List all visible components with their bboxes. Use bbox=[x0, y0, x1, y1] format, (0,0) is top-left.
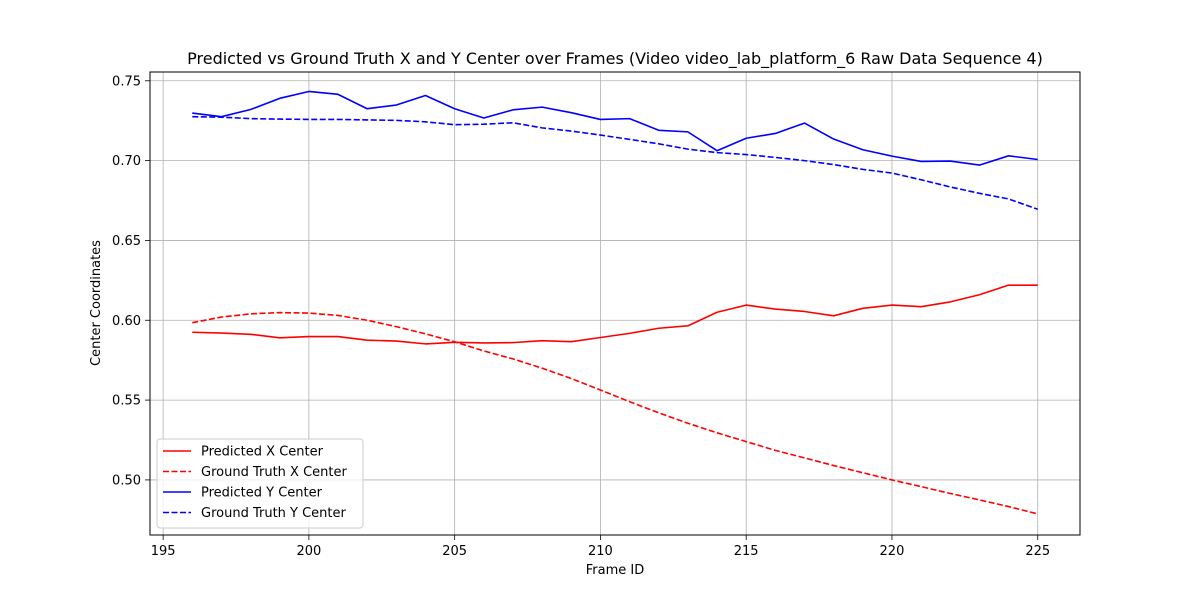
series-layer bbox=[192, 90, 1038, 515]
legend: Predicted X Center Ground Truth X Center P… bbox=[156, 438, 364, 529]
y-tick-label: 0.70 bbox=[112, 154, 141, 169]
series-line-predicted-y-center bbox=[192, 90, 1038, 166]
y-tick-label: 0.65 bbox=[112, 234, 141, 249]
series-line-predicted-x-center bbox=[192, 284, 1038, 345]
legend-entry-ground-truth-y-center: Ground Truth Y Center bbox=[163, 506, 347, 521]
x-tick-label: 195 bbox=[151, 544, 176, 559]
y-tick-label: 0.55 bbox=[112, 394, 141, 409]
series-line-ground-truth-y-center bbox=[192, 115, 1038, 211]
plot-frame bbox=[149, 71, 1081, 536]
legend-label: Predicted Y Center bbox=[201, 486, 323, 501]
y-tick-label: 0.50 bbox=[112, 473, 141, 488]
legend-label: Ground Truth X Center bbox=[201, 465, 347, 480]
x-axis-ticks: 195 200 205 210 215 220 225 bbox=[151, 535, 1050, 559]
x-tick-label: 225 bbox=[1025, 544, 1050, 559]
legend-entry-predicted-y-center: Predicted Y Center bbox=[163, 486, 323, 501]
legend-box bbox=[156, 438, 364, 529]
x-tick-label: 215 bbox=[734, 544, 759, 559]
y-tick-label: 0.75 bbox=[112, 74, 141, 89]
x-tick-label: 210 bbox=[588, 544, 613, 559]
legend-label: Ground Truth Y Center bbox=[201, 506, 347, 521]
y-tick-label: 0.60 bbox=[112, 314, 141, 329]
x-tick-label: 205 bbox=[442, 544, 467, 559]
x-tick-label: 220 bbox=[880, 544, 905, 559]
chart-title: Predicted vs Ground Truth X and Y Center… bbox=[187, 49, 1043, 69]
legend-entry-ground-truth-x-center: Ground Truth X Center bbox=[163, 465, 347, 480]
legend-label: Predicted X Center bbox=[201, 445, 324, 460]
x-tick-label: 200 bbox=[296, 544, 321, 559]
series-line-ground-truth-x-center bbox=[192, 311, 1038, 515]
legend-entry-predicted-x-center: Predicted X Center bbox=[163, 445, 324, 460]
y-axis-ticks: 0.50 0.55 0.60 0.65 0.70 0.75 bbox=[112, 74, 150, 488]
y-axis-label: Center Coordinates bbox=[89, 240, 104, 366]
x-axis-label: Frame ID bbox=[586, 563, 644, 578]
